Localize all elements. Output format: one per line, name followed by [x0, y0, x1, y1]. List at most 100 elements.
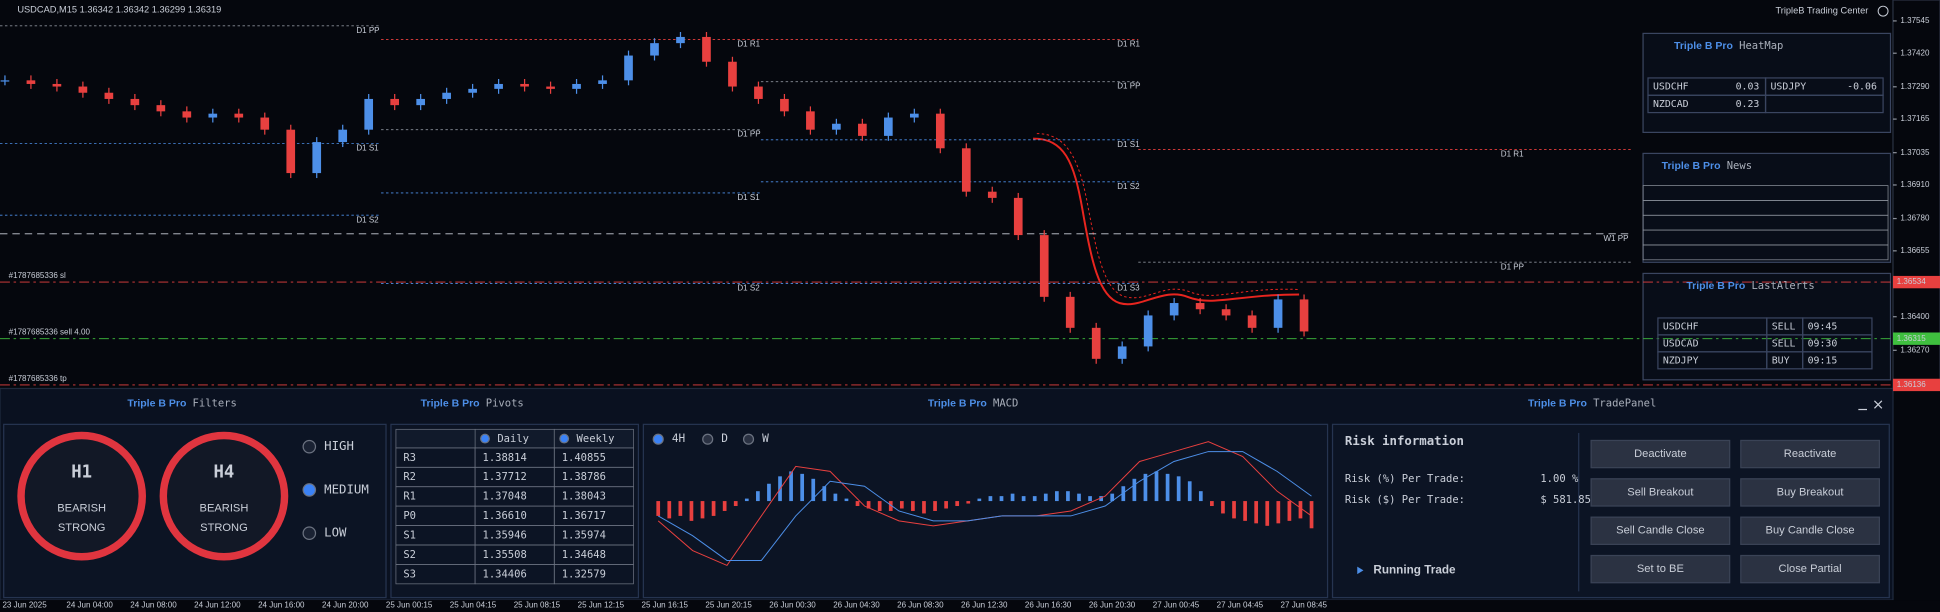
close-button[interactable] — [1873, 400, 1883, 409]
pivot-daily: 1.38814 — [483, 452, 527, 464]
button-face[interactable] — [1740, 478, 1880, 507]
title: Pivots — [486, 397, 524, 409]
radio[interactable] — [302, 483, 317, 497]
gauge-timeframe: H1 — [71, 463, 92, 483]
indicator-band — [1036, 133, 1300, 299]
button[interactable]: Sell Candle Close — [1590, 516, 1731, 545]
candle — [935, 113, 945, 149]
candle — [442, 92, 451, 99]
button-face[interactable] — [1740, 516, 1880, 545]
pivot-weekly: 1.35974 — [562, 529, 606, 541]
pair: USDJPY — [1770, 82, 1806, 93]
panel-title: Triple B Pro LastAlerts — [1686, 280, 1814, 292]
x-tick-label: 24 Jun 20:00 — [322, 601, 369, 610]
panel-title: Triple B Pro Filters — [127, 397, 236, 409]
x-tick-label: 24 Jun 08:00 — [130, 601, 177, 610]
button-label[interactable]: Buy Breakout — [1777, 486, 1845, 498]
candle — [754, 86, 763, 99]
button[interactable]: Buy Candle Close — [1740, 516, 1880, 545]
histogram-bar — [1254, 501, 1259, 524]
radio[interactable] — [302, 526, 317, 541]
panel-title: Triple B Pro News — [1662, 160, 1752, 172]
alert-time: 09:15 — [1808, 356, 1838, 367]
x-tick-label: 26 Jun 16:30 — [1025, 601, 1072, 610]
heatmap-cell — [1764, 94, 1884, 114]
histogram-bar — [1165, 473, 1170, 502]
time-axis — [0, 600, 1940, 612]
button[interactable]: Close Partial — [1740, 554, 1880, 584]
histogram-bar — [944, 501, 948, 509]
candle — [624, 55, 633, 81]
y-tick-label: 1.36780 — [1900, 214, 1930, 223]
alert-action: BUY — [1772, 356, 1790, 367]
radio[interactable] — [652, 433, 664, 445]
button-face[interactable] — [1590, 478, 1731, 507]
button[interactable]: Sell Breakout — [1590, 478, 1731, 507]
button-label[interactable]: Buy Candle Close — [1766, 525, 1855, 537]
radio[interactable] — [742, 433, 755, 445]
brand: TripleB Trading Center — [1775, 6, 1868, 16]
radio[interactable] — [480, 433, 490, 444]
brand: Triple B Pro — [1686, 280, 1745, 292]
candle — [520, 83, 529, 87]
pivot-label: D1 S2 — [356, 215, 379, 224]
histogram-bar — [922, 501, 926, 514]
histogram-bar — [1077, 493, 1081, 502]
candle — [1195, 303, 1205, 310]
button[interactable]: Buy Breakout — [1740, 478, 1880, 507]
alert-action: SELL — [1772, 339, 1796, 350]
button[interactable]: Reactivate — [1740, 439, 1880, 469]
gauge-strength: STRONG — [58, 522, 106, 534]
button-label[interactable]: Deactivate — [1634, 448, 1687, 460]
alert-time: 09:30 — [1808, 339, 1838, 350]
signal-line — [657, 451, 1312, 561]
histogram-bar — [1121, 486, 1126, 502]
gauge — [17, 431, 146, 561]
button[interactable]: Deactivate — [1590, 439, 1731, 469]
button-face[interactable] — [1590, 516, 1731, 545]
pivot-weekly: 1.36717 — [562, 510, 606, 522]
y-tick-label: 1.36270 — [1900, 345, 1930, 354]
candle — [1299, 299, 1309, 332]
alert-pair: NZDJPY — [1663, 356, 1699, 367]
button-label[interactable]: Close Partial — [1779, 563, 1842, 575]
histogram-bar — [700, 501, 705, 519]
radio-label: LOW — [324, 526, 347, 540]
histogram-bar — [1198, 491, 1203, 502]
x-tick-label: 27 Jun 08:45 — [1281, 601, 1328, 610]
histogram-bar — [1054, 491, 1059, 502]
radio[interactable] — [559, 433, 570, 444]
button-face[interactable] — [1590, 554, 1731, 584]
news-box — [1642, 152, 1892, 263]
button-label[interactable]: Sell Breakout — [1627, 486, 1694, 498]
button-label[interactable]: Reactivate — [1784, 448, 1837, 460]
button-face[interactable] — [1740, 439, 1880, 469]
candle — [260, 117, 270, 130]
price-tag — [1892, 275, 1940, 289]
radio[interactable] — [302, 439, 317, 454]
x-tick-label: 26 Jun 08:30 — [897, 601, 944, 610]
risk-title: Risk information — [1345, 434, 1464, 448]
candle — [416, 98, 425, 106]
brand: Triple B Pro — [1674, 40, 1733, 52]
x-tick-label: 25 Jun 12:15 — [578, 601, 625, 610]
button[interactable]: Set to BE — [1590, 554, 1731, 584]
expand-icon[interactable] — [1357, 566, 1364, 575]
candle — [1065, 296, 1075, 328]
button-label[interactable]: Set to BE — [1637, 563, 1684, 575]
button-face[interactable] — [1590, 439, 1731, 469]
button-face[interactable] — [1740, 554, 1880, 584]
histogram-bar — [966, 501, 971, 504]
histogram-bar — [767, 483, 771, 502]
candle — [0, 80, 10, 82]
candle — [832, 123, 841, 130]
indicator-line — [1033, 137, 1300, 306]
running-trade[interactable]: Running Trade — [1373, 563, 1456, 576]
alert-pair: USDCAD — [1663, 339, 1699, 350]
button-label[interactable]: Sell Candle Close — [1616, 525, 1704, 537]
histogram-bar — [1154, 471, 1159, 502]
alert-time: 09:45 — [1808, 322, 1838, 333]
histogram-bar — [1210, 501, 1214, 507]
radio[interactable] — [702, 433, 714, 445]
